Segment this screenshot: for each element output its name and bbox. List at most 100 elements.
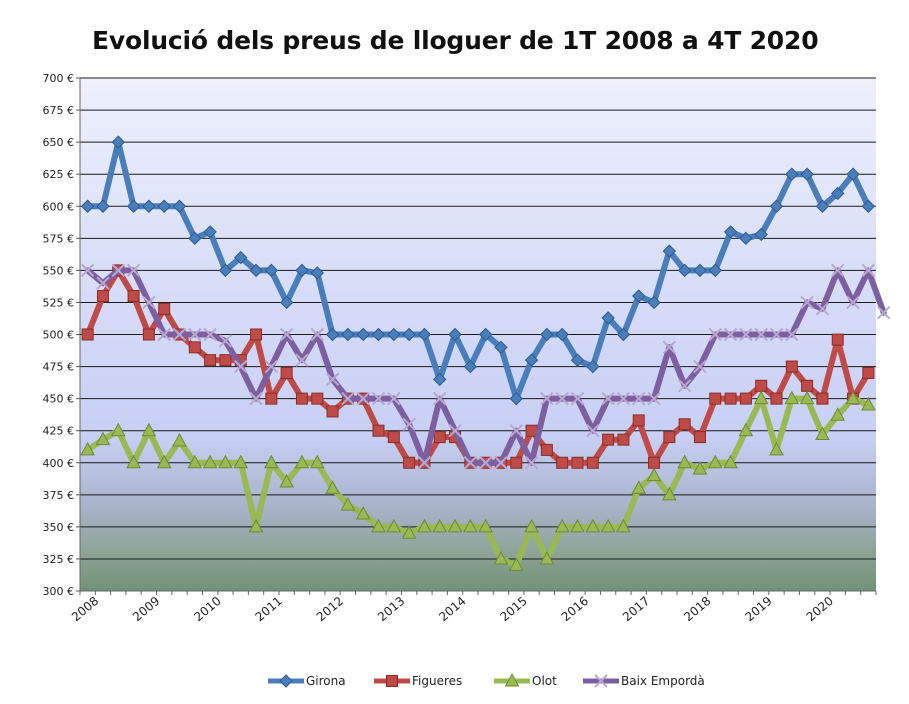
data-point-olot — [187, 454, 203, 469]
data-point-baix-empord- — [203, 327, 217, 342]
legend-item-figueres: Figueres — [374, 674, 462, 688]
data-point-figueres — [678, 418, 691, 431]
data-point-girona — [785, 167, 799, 181]
data-point-figueres — [372, 424, 385, 437]
data-point-olot — [325, 480, 340, 494]
data-point-girona — [264, 263, 279, 278]
data-point-girona — [433, 372, 447, 387]
data-point-baix-empord- — [279, 327, 294, 342]
data-point-olot — [524, 518, 539, 533]
data-point-girona — [448, 327, 462, 342]
data-point-girona — [126, 199, 141, 213]
data-point-baix-empord- — [142, 295, 156, 310]
y-tick-label: 650 € — [43, 136, 75, 149]
data-point-girona — [111, 135, 125, 149]
data-point-girona — [142, 199, 156, 213]
data-point-girona — [96, 199, 110, 213]
data-point-girona — [310, 266, 324, 280]
data-point-girona — [739, 231, 753, 246]
data-point-girona — [387, 327, 401, 342]
data-point-figueres — [96, 290, 109, 303]
series-girona — [80, 135, 876, 406]
data-point-olot — [815, 426, 830, 441]
legend-marker — [594, 674, 608, 688]
data-point-baix-empord- — [341, 391, 355, 406]
data-point-olot — [554, 518, 570, 533]
x-tick-label: 2015 — [497, 594, 529, 624]
x-tick-label: 2011 — [253, 594, 285, 624]
data-point-girona — [723, 225, 738, 239]
data-point-olot — [646, 467, 662, 482]
data-point-baix-empord- — [509, 423, 523, 438]
data-point-olot — [753, 390, 769, 405]
data-point-figueres — [295, 392, 308, 405]
data-point-baix-empord- — [188, 327, 202, 342]
data-point-figueres — [204, 354, 217, 367]
data-point-girona — [341, 327, 355, 342]
data-point-olot — [126, 454, 141, 469]
data-point-baix-empord- — [96, 276, 110, 290]
data-point-girona — [524, 353, 539, 367]
data-point-olot — [386, 518, 402, 533]
data-point-figueres — [663, 431, 676, 444]
data-point-baix-empord- — [249, 391, 263, 406]
y-tick-label: 675 € — [43, 104, 75, 117]
y-tick-label: 600 € — [43, 200, 75, 213]
data-point-figueres — [739, 392, 752, 405]
data-point-olot — [309, 454, 325, 469]
data-point-baix-empord- — [800, 295, 814, 310]
data-point-figueres — [755, 379, 768, 392]
data-point-baix-empord- — [448, 423, 462, 438]
data-point-olot — [692, 461, 708, 475]
data-point-figueres — [693, 431, 706, 444]
data-point-olot — [463, 518, 478, 533]
series-line-girona — [84, 139, 872, 402]
data-point-figueres — [387, 431, 400, 444]
data-point-girona — [754, 227, 768, 242]
data-point-girona — [815, 199, 830, 213]
y-tick-label: 425 € — [43, 425, 75, 438]
data-point-baix-empord- — [325, 372, 340, 387]
data-point-girona — [831, 186, 845, 201]
y-tick-label: 525 € — [43, 296, 75, 309]
data-point-baix-empord- — [555, 391, 569, 406]
data-point-baix-empord- — [80, 263, 95, 278]
data-point-figueres — [250, 328, 263, 341]
data-point-olot — [738, 422, 754, 437]
x-tick-label: 2012 — [314, 594, 346, 624]
data-point-baix-empord- — [157, 327, 171, 342]
data-point-olot — [769, 441, 784, 456]
data-point-girona — [494, 340, 508, 355]
data-point-olot — [355, 506, 371, 520]
data-point-baix-empord- — [815, 302, 830, 316]
data-point-olot — [80, 441, 95, 456]
data-point-figueres — [648, 456, 661, 469]
x-tick-label: 2017 — [620, 594, 652, 624]
data-point-figueres — [127, 290, 140, 303]
data-point-girona — [295, 263, 309, 278]
data-point-baix-empord- — [769, 327, 784, 342]
y-tick-label: 550 € — [43, 264, 75, 277]
data-point-baix-empord- — [524, 456, 539, 470]
data-point-olot — [218, 454, 233, 469]
data-point-baix-empord- — [540, 391, 554, 406]
data-point-olot — [662, 486, 677, 501]
y-tick-label: 300 € — [43, 585, 75, 598]
data-point-baix-empord- — [647, 391, 661, 406]
data-point-baix-empord- — [310, 327, 324, 342]
data-point-figueres — [265, 392, 278, 405]
x-tick-label: 2013 — [375, 594, 407, 624]
data-point-girona — [800, 167, 814, 181]
data-point-girona — [693, 263, 707, 278]
data-point-girona — [402, 327, 416, 342]
legend-item-girona: Girona — [268, 674, 346, 688]
y-tick-label: 325 € — [43, 553, 75, 566]
x-tick-label: 2009 — [130, 594, 162, 624]
data-point-girona — [203, 225, 217, 239]
data-point-baix-empord- — [831, 263, 845, 278]
data-point-baix-empord- — [172, 327, 187, 342]
data-point-olot — [95, 431, 111, 446]
legend-label: Baix Empordà — [621, 674, 705, 688]
legend-marker — [279, 674, 293, 688]
y-tick-label: 475 € — [43, 361, 75, 374]
